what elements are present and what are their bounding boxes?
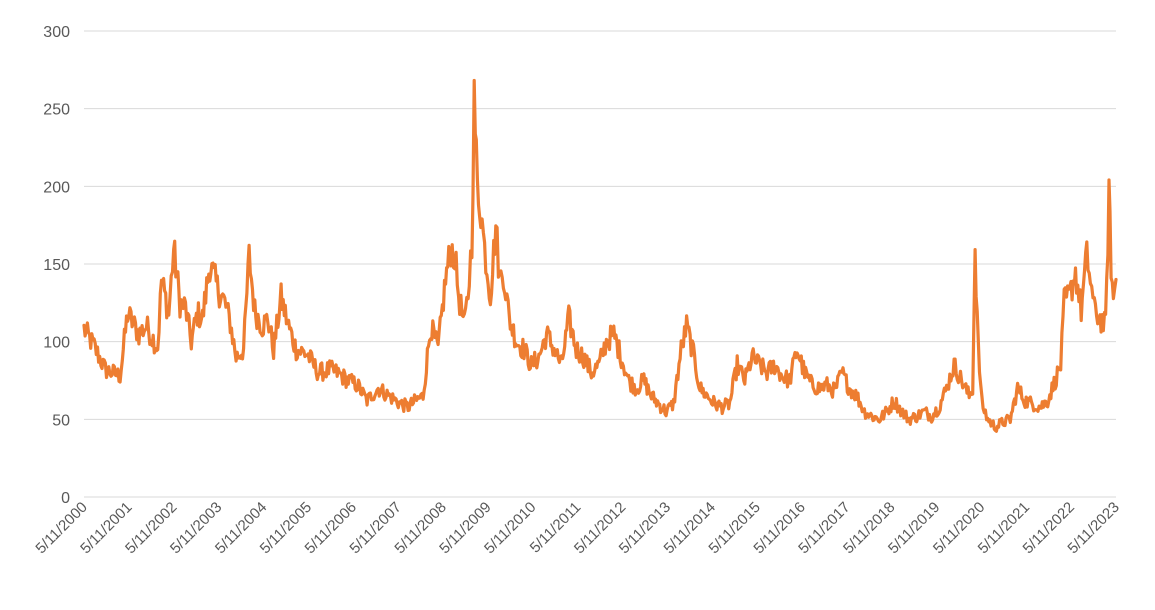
gridlines (84, 30, 1116, 498)
series-layer (82, 78, 1118, 433)
y-tick-label: 300 (43, 24, 70, 41)
x-axis-tick-labels: 5/11/20005/11/20015/11/20025/11/20035/11… (32, 499, 1122, 557)
y-tick-label: 200 (43, 179, 70, 196)
y-tick-label: 50 (52, 412, 70, 429)
y-axis-tick-labels: 0 50 100 150 200 250 300 (43, 24, 70, 507)
y-tick-label: 0 (61, 490, 70, 507)
y-tick-label: 150 (43, 257, 70, 274)
y-tick-label: 250 (43, 102, 70, 119)
y-tick-label: 100 (43, 335, 70, 352)
series-line (82, 78, 1118, 433)
